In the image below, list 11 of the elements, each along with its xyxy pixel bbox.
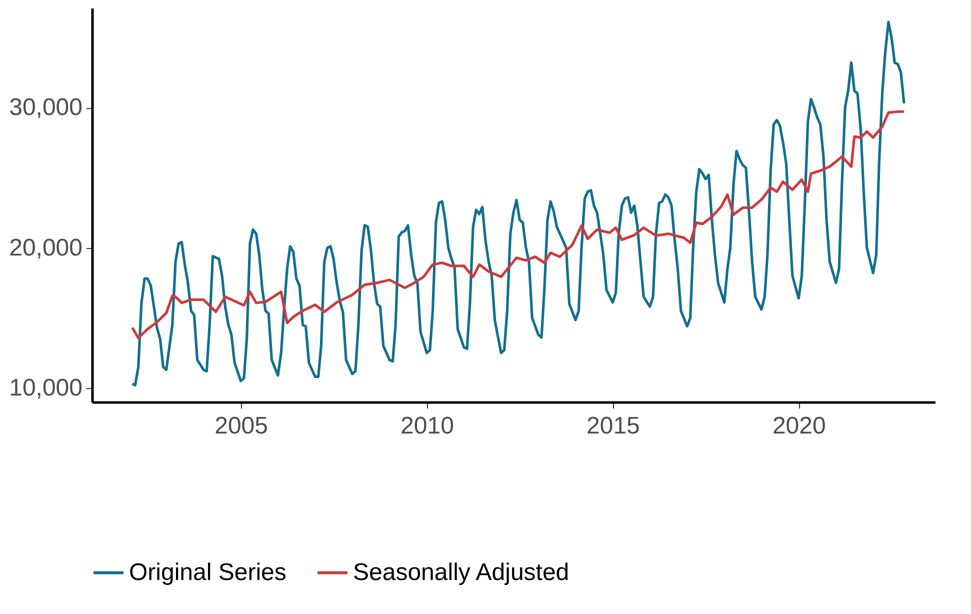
- x-tick-label: 2010: [400, 412, 454, 440]
- x-tick-label: 2005: [214, 412, 268, 440]
- y-tick-label: 10,000: [9, 374, 82, 402]
- x-tick-label: 2020: [772, 412, 826, 440]
- legend-label: Original Series: [129, 558, 286, 586]
- line-series: [131, 20, 906, 386]
- legend-label: Seasonally Adjusted: [353, 558, 570, 586]
- y-tick-label: 20,000: [9, 234, 82, 262]
- line-series: [131, 110, 906, 340]
- y-tick-label: 30,000: [9, 94, 82, 122]
- x-tick-label: 2015: [586, 412, 640, 440]
